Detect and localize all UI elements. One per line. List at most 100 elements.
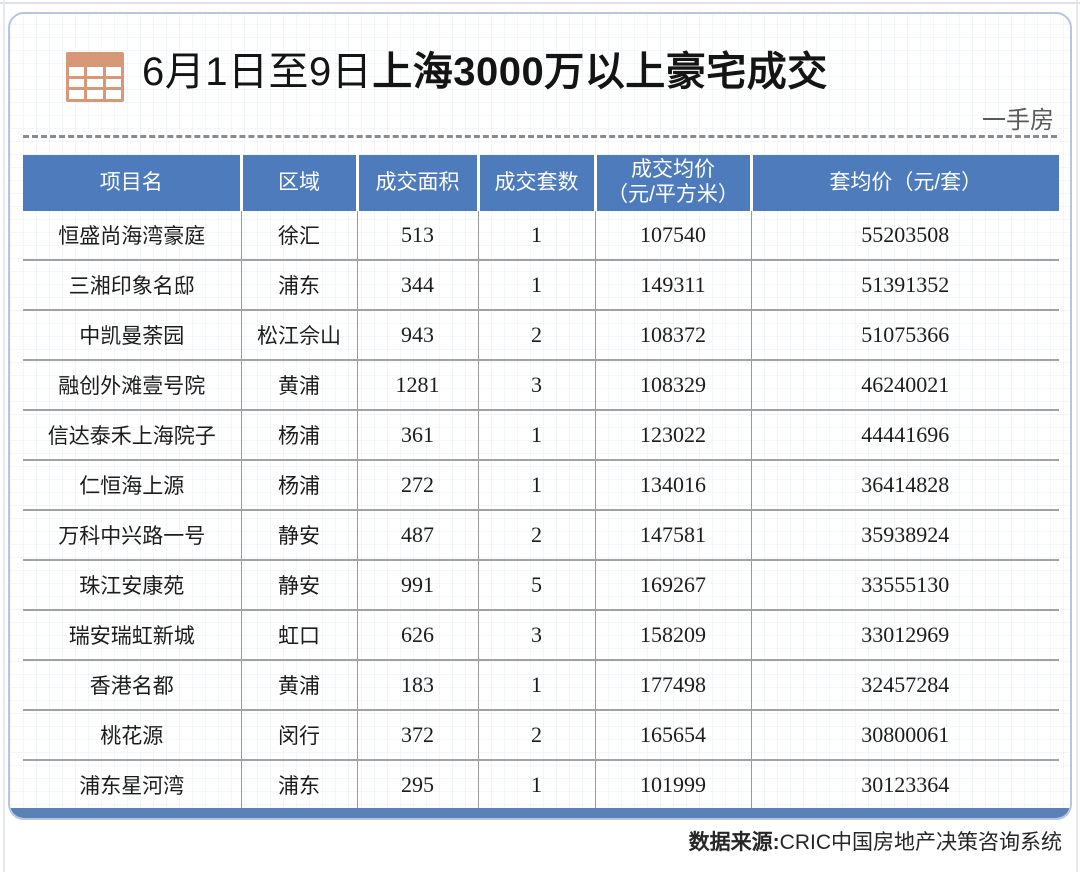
column-header: 成交均价 （元/平方米） <box>593 155 751 211</box>
value-cell: 108329 <box>594 359 751 410</box>
project-name-cell: 融创外滩壹号院 <box>23 359 241 410</box>
table-row: 中凯曼荼园 松江佘山 943 2 108372 51075366 <box>23 309 1059 360</box>
value-cell: 3 <box>477 609 595 660</box>
project-name-cell: 恒盛尚海湾豪庭 <box>58 225 206 248</box>
value-cell: 30800061 <box>750 709 1059 760</box>
value-cell: 177498 <box>594 659 751 710</box>
column-header: 套均价（元/套） <box>749 155 1059 211</box>
table-row: 香港名都 黄浦 183 1 177498 32457284 <box>23 659 1059 710</box>
value-cell: 静安 <box>240 559 357 610</box>
title-date-range: 6月1日至9日 <box>142 50 373 94</box>
value-cell: 344 <box>356 259 478 310</box>
project-name-cell: 浦东星河湾 <box>23 759 241 809</box>
data-source-value: CRIC中国房地产决策咨询系统 <box>779 831 1062 854</box>
value-cell: 108372 <box>594 309 751 360</box>
data-source: 数据来源:CRIC中国房地产决策咨询系统 <box>689 826 1062 856</box>
value-cell: 闵行 <box>240 709 357 760</box>
outer-top-line <box>0 2 1080 4</box>
value-cell: 36414828 <box>750 459 1059 510</box>
value-cell: 46240021 <box>750 359 1059 410</box>
value-cell: 32457284 <box>750 659 1059 710</box>
value-cell: 361 <box>356 409 478 460</box>
value-cell: 123022 <box>594 409 751 460</box>
value-cell: 2 <box>477 309 595 360</box>
value-cell: 2 <box>477 709 595 760</box>
project-name-cell: 万科中兴路一号 <box>23 509 241 560</box>
value-cell: 372 <box>356 709 478 760</box>
page-title: 6月1日至9日上海3000万以上豪宅成交 <box>142 48 1002 96</box>
table-row: 桃花源 闵行 372 2 165654 30800061 <box>23 709 1059 760</box>
table-grid-icon <box>66 52 124 102</box>
table-row: 三湘印象名邸 浦东 344 1 149311 51391352 <box>23 259 1059 310</box>
deals-table: 项目名 区域 成交面积 成交套数 成交均价 （元/平方米） 套均价（元/套） 恒盛尚海湾豪… <box>23 155 1059 809</box>
column-header: 成交套数 <box>476 155 595 211</box>
value-cell: 149311 <box>594 259 751 310</box>
project-name-cell: 中凯曼荼园 <box>23 309 241 360</box>
value-cell: 33555130 <box>750 559 1059 610</box>
value-cell: 1 <box>477 211 595 260</box>
value-cell: 943 <box>356 309 478 360</box>
table-row: 万科中兴路一号 静安 487 2 147581 35938924 <box>23 509 1059 560</box>
value-cell: 33012969 <box>750 609 1059 660</box>
value-cell: 101999 <box>594 759 751 809</box>
project-name-cell: 桃花源 <box>23 709 241 760</box>
project-name-cell: 三湘印象名邸 <box>23 259 241 310</box>
value-cell: 183 <box>356 659 478 710</box>
value-cell: 静安 <box>240 509 357 560</box>
value-cell: 1 <box>477 259 595 310</box>
table-row: 仁恒海上源 杨浦 272 1 134016 36414828 <box>23 459 1059 510</box>
value-cell: 黄浦 <box>240 359 357 410</box>
value-cell: 1 <box>477 409 595 460</box>
value-cell: 513 <box>356 211 478 260</box>
value-cell: 杨浦 <box>240 409 357 460</box>
table-row: 珠江安康苑 静安 991 5 169267 33555130 <box>23 559 1059 610</box>
value-cell: 626 <box>356 609 478 660</box>
value-cell: 147581 <box>594 509 751 560</box>
value-cell: 3 <box>477 359 595 410</box>
value-cell: 1 <box>477 459 595 510</box>
value-cell: 272 <box>356 459 478 510</box>
table-row: 融创外滩壹号院 黄浦 1281 3 108329 46240021 <box>23 359 1059 410</box>
column-header: 区域 <box>239 155 357 211</box>
value-cell: 295 <box>356 759 478 809</box>
value-cell: 5 <box>477 559 595 610</box>
value-cell: 虹口 <box>240 609 357 660</box>
value-cell: 51391352 <box>750 259 1059 310</box>
value-cell: 黄浦 <box>240 659 357 710</box>
table-row: 瑞安瑞虹新城 虹口 626 3 158209 33012969 <box>23 609 1059 660</box>
bottom-accent-bar <box>10 808 1070 818</box>
value-cell: 55203508 <box>750 211 1059 260</box>
value-cell: 2 <box>477 509 595 560</box>
value-cell: 487 <box>356 509 478 560</box>
value-cell: 松江佘山 <box>240 309 357 360</box>
project-name-cell: 瑞安瑞虹新城 <box>23 609 241 660</box>
value-cell: 杨浦 <box>240 459 357 510</box>
project-name-cell: 信达泰禾上海院子 <box>23 409 241 460</box>
value-cell: 1 <box>477 759 595 809</box>
value-cell: 165654 <box>594 709 751 760</box>
value-cell: 169267 <box>594 559 751 610</box>
value-cell: 107540 <box>594 211 751 260</box>
value-cell: 1 <box>477 659 595 710</box>
value-cell: 1281 <box>356 359 478 410</box>
value-cell: 134016 <box>594 459 751 510</box>
outer-left-line <box>3 0 5 872</box>
value-cell: 浦东 <box>240 259 357 310</box>
value-cell: 浦东 <box>240 759 357 809</box>
title-subject: 上海3000万以上豪宅成交 <box>372 50 828 94</box>
project-name-cell: 香港名都 <box>23 659 241 710</box>
value-cell: 158209 <box>594 609 751 660</box>
market-type-tag: 一手房 <box>982 107 1054 134</box>
value-cell: 30123364 <box>750 759 1059 809</box>
value-cell: 51075366 <box>750 309 1059 360</box>
dashed-divider <box>23 135 1057 138</box>
project-name-cell: 仁恒海上源 <box>23 459 241 510</box>
project-name-cell: 珠江安康苑 <box>23 559 241 610</box>
value-cell: 44441696 <box>750 409 1059 460</box>
column-header: 成交面积 <box>355 155 478 211</box>
table-header-row: 项目名 区域 成交面积 成交套数 成交均价 （元/平方米） 套均价（元/套） <box>23 155 1059 211</box>
value-cell: 35938924 <box>750 509 1059 560</box>
outer-right-line <box>1076 0 1078 872</box>
value-cell: 徐汇 <box>240 211 357 260</box>
infographic-card: 6月1日至9日上海3000万以上豪宅成交 一手房 项目名 区域 成交面积 成交套数 成交… <box>8 12 1072 820</box>
